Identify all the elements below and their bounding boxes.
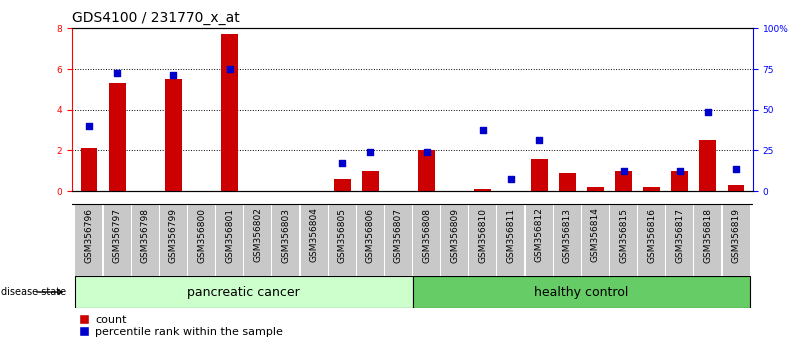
Bar <box>723 204 750 276</box>
Text: GSM356805: GSM356805 <box>338 207 347 263</box>
Bar <box>610 204 637 276</box>
Point <box>730 166 743 172</box>
Bar <box>75 204 103 276</box>
Bar <box>497 204 525 276</box>
Bar <box>469 204 497 276</box>
Text: GSM356817: GSM356817 <box>675 207 684 263</box>
Text: GSM356810: GSM356810 <box>478 207 487 263</box>
Bar <box>699 140 716 191</box>
Bar <box>587 187 604 191</box>
Text: GSM356814: GSM356814 <box>591 207 600 262</box>
Text: GSM356808: GSM356808 <box>422 207 431 263</box>
Bar <box>328 204 356 276</box>
Text: GSM356798: GSM356798 <box>141 207 150 263</box>
Bar <box>165 79 182 191</box>
Bar <box>553 204 581 276</box>
Text: GSM356804: GSM356804 <box>309 207 319 262</box>
Bar <box>413 204 440 276</box>
Text: GSM356811: GSM356811 <box>506 207 516 263</box>
Bar <box>385 204 412 276</box>
Text: GSM356816: GSM356816 <box>647 207 656 263</box>
Text: GDS4100 / 231770_x_at: GDS4100 / 231770_x_at <box>72 11 239 24</box>
Bar <box>75 276 413 308</box>
Text: GSM356800: GSM356800 <box>197 207 206 263</box>
Bar <box>694 204 722 276</box>
Text: GSM356803: GSM356803 <box>281 207 291 263</box>
Point <box>674 168 686 174</box>
Bar <box>356 204 384 276</box>
Text: GSM356802: GSM356802 <box>253 207 262 262</box>
Text: healthy control: healthy control <box>534 286 629 298</box>
Bar <box>531 159 548 191</box>
Text: GSM356813: GSM356813 <box>563 207 572 263</box>
Bar <box>727 185 744 191</box>
Bar <box>272 204 300 276</box>
Point <box>533 137 545 143</box>
Text: GSM356807: GSM356807 <box>394 207 403 263</box>
Bar <box>300 204 328 276</box>
Text: GSM356799: GSM356799 <box>169 207 178 263</box>
Bar <box>474 189 491 191</box>
Bar <box>615 171 632 191</box>
Text: GSM356819: GSM356819 <box>731 207 741 263</box>
Text: GSM356818: GSM356818 <box>703 207 712 263</box>
Bar <box>109 83 126 191</box>
Point <box>505 176 517 182</box>
Text: GSM356801: GSM356801 <box>225 207 234 263</box>
Legend: count, percentile rank within the sample: count, percentile rank within the sample <box>78 314 284 338</box>
Text: GSM356797: GSM356797 <box>113 207 122 263</box>
Bar <box>666 204 694 276</box>
Point <box>617 168 630 174</box>
Text: GSM356809: GSM356809 <box>450 207 459 263</box>
Text: GSM356812: GSM356812 <box>534 207 544 262</box>
Bar <box>221 34 238 191</box>
Text: disease state: disease state <box>2 287 66 297</box>
Bar <box>643 187 660 191</box>
Text: GSM356806: GSM356806 <box>366 207 375 263</box>
Bar <box>188 204 215 276</box>
Bar <box>216 204 244 276</box>
Bar <box>413 276 750 308</box>
Text: GSM356796: GSM356796 <box>84 207 94 263</box>
Bar <box>103 204 131 276</box>
Bar <box>418 150 435 191</box>
Bar <box>81 148 98 191</box>
Bar <box>525 204 553 276</box>
Point <box>421 150 433 155</box>
Bar <box>638 204 665 276</box>
Text: GSM356815: GSM356815 <box>619 207 628 263</box>
Point <box>83 123 95 129</box>
Bar <box>362 171 379 191</box>
Point <box>223 66 236 72</box>
Point <box>702 109 714 115</box>
Point <box>336 160 348 166</box>
Bar <box>671 171 688 191</box>
Bar <box>441 204 469 276</box>
Bar <box>244 204 272 276</box>
Text: pancreatic cancer: pancreatic cancer <box>187 286 300 298</box>
Bar <box>160 204 187 276</box>
Point <box>167 72 179 78</box>
Point <box>111 70 123 76</box>
Point <box>364 150 376 155</box>
Point <box>477 127 489 133</box>
Bar <box>582 204 609 276</box>
Bar <box>334 179 351 191</box>
Bar <box>559 173 576 191</box>
Bar <box>131 204 159 276</box>
